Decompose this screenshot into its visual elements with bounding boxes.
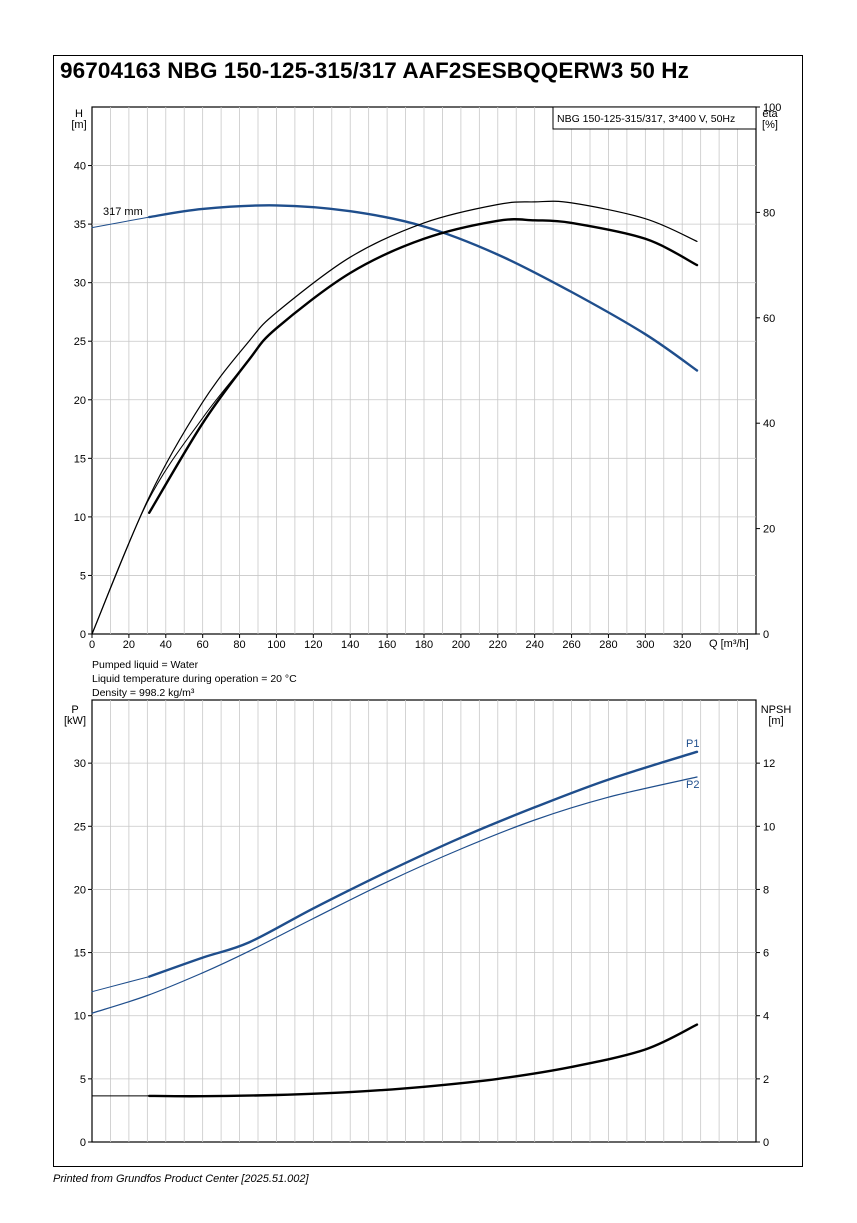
top-right-tick-label: 100 xyxy=(763,102,781,114)
bottom-series-line-4 xyxy=(148,1023,699,1098)
top-x-tick-label: 280 xyxy=(599,639,617,651)
top-x-tick-label: 220 xyxy=(489,639,507,651)
top-left-tick-label: 25 xyxy=(74,336,86,348)
bottom-right-tick-label: 2 xyxy=(763,1074,769,1086)
p1-curve-label: P1 xyxy=(686,738,699,750)
top-x-tick-label: 180 xyxy=(415,639,433,651)
bottom-left-tick-label: 15 xyxy=(74,948,86,960)
top-x-tick-label: 240 xyxy=(525,639,543,651)
top-x-tick-label: 120 xyxy=(304,639,322,651)
bottom-right-tick-label: 10 xyxy=(763,821,775,833)
bottom-left-tick-label: 25 xyxy=(74,821,86,833)
top-x-tick-label: 200 xyxy=(452,639,470,651)
bottom-left-tick-label: 30 xyxy=(74,758,86,770)
top-x-tick-label: 80 xyxy=(233,639,245,651)
top-chart-series xyxy=(91,200,699,635)
bottom-right-tick-label: 0 xyxy=(763,1137,769,1149)
x-axis-label: Q [m³/h] xyxy=(709,638,749,650)
bottom-right-tick-label: 6 xyxy=(763,948,769,960)
bottom-left-axis-unit: [kW] xyxy=(64,715,86,727)
top-left-tick-label: 40 xyxy=(74,161,86,173)
top-right-tick-label: 0 xyxy=(763,629,769,641)
top-right-axis-unit: [%] xyxy=(762,119,778,131)
bottom-series-line-0 xyxy=(91,976,150,993)
bottom-left-tick-label: 20 xyxy=(74,884,86,896)
top-right-tick-label: 40 xyxy=(763,418,775,430)
p2-curve-label: P2 xyxy=(686,779,699,791)
page-title: 96704163 NBG 150-125-315/317 AAF2SESBQQE… xyxy=(60,58,689,83)
bottom-left-tick-label: 10 xyxy=(74,1011,86,1023)
top-series-line-1 xyxy=(148,204,699,372)
bottom-right-tick-label: 4 xyxy=(763,1011,769,1023)
top-x-tick-label: 140 xyxy=(341,639,359,651)
info-line-liquid: Pumped liquid = Water xyxy=(92,659,199,671)
top-left-tick-label: 15 xyxy=(74,453,86,465)
top-left-tick-label: 20 xyxy=(74,395,86,407)
impeller-diameter-label: 317 mm xyxy=(103,206,143,218)
top-series-line-0 xyxy=(91,216,150,229)
top-series-line-2 xyxy=(91,200,698,635)
top-right-tick-label: 80 xyxy=(763,207,775,219)
top-right-axis-title: eta xyxy=(762,108,778,120)
top-left-tick-label: 35 xyxy=(74,219,86,231)
legend-box xyxy=(552,106,757,130)
bottom-right-axis-title: NPSH xyxy=(761,704,792,716)
top-right-tick-label: 20 xyxy=(763,524,775,536)
top-chart-grid xyxy=(92,107,756,634)
bottom-chart-series xyxy=(91,750,699,1098)
top-x-tick-label: 260 xyxy=(562,639,580,651)
info-line-density: Density = 998.2 kg/m³ xyxy=(92,687,195,699)
top-left-tick-label: 10 xyxy=(74,512,86,524)
top-x-tick-label: 0 xyxy=(89,639,95,651)
top-x-tick-label: 100 xyxy=(267,639,285,651)
top-series-line-4 xyxy=(148,218,699,514)
bottom-left-axis-title: P xyxy=(71,704,78,716)
bottom-left-tick-label: 0 xyxy=(80,1137,86,1149)
top-x-tick-label: 40 xyxy=(160,639,172,651)
bottom-right-tick-label: 8 xyxy=(763,884,769,896)
top-left-axis-unit: [m] xyxy=(71,119,86,131)
top-x-tick-label: 320 xyxy=(673,639,691,651)
top-x-tick-label: 300 xyxy=(636,639,654,651)
top-chart-axes: 0 5 10 15 20 25 30 35 40 0 20 40 60 80 100 0 20 40 60 80 100… xyxy=(74,102,782,651)
bottom-chart-grid xyxy=(92,700,756,1142)
top-left-tick-label: 0 xyxy=(80,629,86,641)
bottom-left-tick-label: 5 xyxy=(80,1074,86,1086)
info-line-temperature: Liquid temperature during operation = 20… xyxy=(92,673,297,685)
top-series-line-3 xyxy=(91,359,250,635)
top-left-tick-label: 5 xyxy=(80,570,86,582)
legend-box-text: NBG 150-125-315/317, 3*400 V, 50Hz xyxy=(557,113,735,125)
bottom-right-axis-unit: [m] xyxy=(768,715,783,727)
top-left-axis-title: H xyxy=(75,108,83,120)
page-frame xyxy=(53,55,803,1167)
bottom-chart-axes: 0 5 10 15 20 25 30 0 2 4 6 8 10 12 xyxy=(74,758,776,1149)
top-right-tick-label: 60 xyxy=(763,313,775,325)
top-left-tick-label: 30 xyxy=(74,278,86,290)
top-x-tick-label: 60 xyxy=(197,639,209,651)
top-x-tick-label: 20 xyxy=(123,639,135,651)
top-x-tick-label: 160 xyxy=(378,639,396,651)
bottom-series-line-2 xyxy=(91,776,698,1014)
bottom-series-line-1 xyxy=(148,750,699,978)
footer-note: Printed from Grundfos Product Center [20… xyxy=(53,1173,309,1185)
bottom-right-tick-label: 12 xyxy=(763,758,775,770)
